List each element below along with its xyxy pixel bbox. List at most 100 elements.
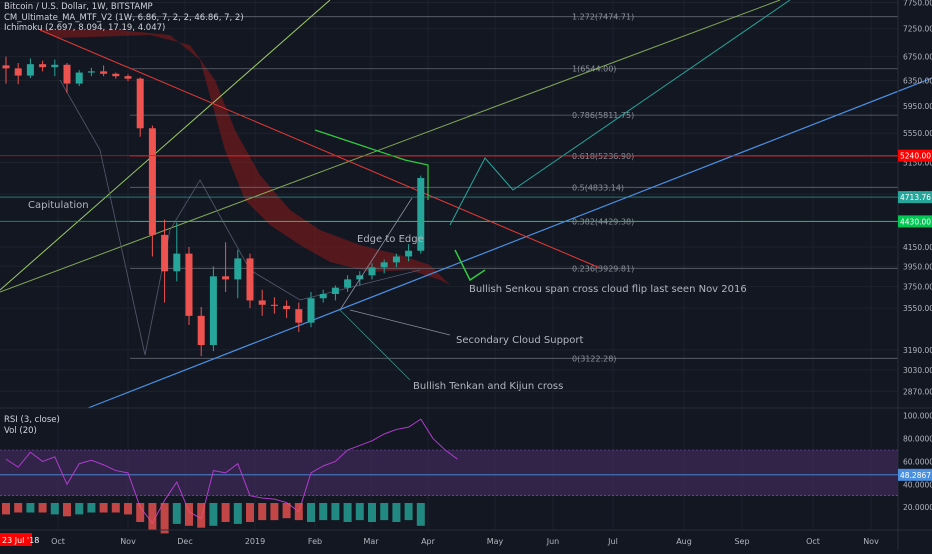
price-tick-label: 7750.00 [903, 0, 932, 8]
volume-bar [331, 503, 340, 521]
volume-bar [148, 503, 157, 530]
candle-body [112, 73, 120, 77]
candle-body [26, 64, 34, 76]
time-tick-label: Nov [120, 537, 136, 546]
price-label-text: 4430.00 [900, 217, 931, 226]
ichimoku-cloud-fill [40, 30, 450, 285]
volume-bar [14, 503, 23, 513]
candle-body [380, 262, 388, 268]
candle-body [75, 72, 83, 84]
rsi-line [5, 418, 458, 525]
ma-green-line [314, 129, 429, 200]
price-tick-label: 2870.00 [903, 387, 932, 396]
rsi-tick-label: 100.0000 [903, 412, 932, 421]
volume-bar [99, 503, 108, 513]
fib-label: 0.618(5236.90) [572, 152, 634, 161]
projection-green [454, 249, 486, 282]
candle-body [197, 315, 205, 346]
price-label-badge [898, 149, 932, 162]
price-tick-label: 4150.00 [903, 243, 932, 252]
candle-body [87, 71, 95, 73]
rsi-band [0, 450, 898, 496]
trend-line-channel [0, 0, 781, 293]
candle-body [136, 78, 144, 129]
grid-layer [0, 0, 898, 530]
time-axis: Oct Nov Dec 2019 Feb Mar Apr May Jun Jul Aug Sep Oct… [0, 529, 932, 546]
rsi-legend-line: RSI (3, close) [4, 415, 60, 425]
price-label-badge [898, 215, 932, 228]
time-tick-label: Oct [51, 537, 65, 546]
time-tick-label: Dec [177, 537, 192, 546]
time-tick-label: Mar [363, 537, 379, 546]
candle-body [270, 304, 278, 306]
candle-body [246, 258, 254, 301]
trend-line-upper [0, 0, 331, 291]
price-tick-label: 3190.00 [903, 346, 932, 355]
candle-body [161, 234, 169, 272]
price-label-text: 5240.00 [900, 152, 931, 161]
candle-body [295, 309, 303, 323]
volume-bar [136, 503, 145, 522]
price-label-badge [898, 191, 932, 204]
arrow-edge [339, 197, 413, 311]
time-tick-label: Apr [421, 537, 436, 546]
candle-body [124, 76, 132, 79]
volume-bar [270, 503, 279, 521]
legend: Bitcoin / U.S. Dollar, 1W, BITSTAMP CM_U… [4, 2, 244, 34]
arrow-cross [339, 309, 411, 381]
volume-bar [75, 503, 84, 515]
time-tick-label: Jun [546, 537, 560, 546]
candle-body [234, 258, 242, 280]
candle-body [2, 65, 10, 69]
candle-body [51, 64, 59, 68]
fib-label: 1.272(7474.71) [572, 13, 634, 22]
annotation-capitulation: Capitulation [28, 200, 89, 211]
fib-label: 0(3122.28) [572, 354, 616, 363]
volume-bar [111, 503, 120, 513]
rsi-tick-label: 40.0000 [903, 480, 932, 489]
date-badge-text: 23 Jul '18 [2, 536, 39, 545]
volume-bar [258, 503, 267, 521]
annotation-tenkan-kijun: Bullish Tenkan and Kijun cross [413, 381, 563, 392]
volume-bar [50, 503, 59, 515]
candle-body [368, 267, 376, 276]
candle-body [283, 305, 291, 310]
candle-body [63, 64, 71, 84]
volume-bar [63, 503, 71, 517]
rsi-tick-label: 80.0000 [903, 435, 932, 444]
volume-bar [124, 503, 132, 515]
fib-label: 0.786(5811.75) [572, 111, 634, 120]
price-tick-label: 3950.00 [903, 262, 932, 271]
vol-legend-line: Vol (20) [4, 425, 37, 436]
fib-label: 0.236(3929.81) [572, 264, 634, 273]
candle-body [331, 287, 339, 294]
annotations: Capitulation Edge to Edge Bullish Senkou… [28, 200, 747, 392]
candle-body [258, 300, 266, 305]
price-tick-label: 6350.00 [903, 76, 932, 85]
volume-bar [368, 503, 376, 522]
candle-body [392, 256, 400, 263]
rsi-legend: RSI (3, close) Vol (20) [4, 415, 60, 436]
volume-bar [38, 503, 47, 513]
candle-body [39, 64, 47, 68]
annotation-senkou: Bullish Senkou span cross cloud flip las… [469, 284, 747, 295]
candle-body [344, 279, 352, 288]
candles [2, 56, 425, 357]
rsi-panel: 100.0000 80.0000 60.0000 40.0000 20.0000 48.2… [0, 412, 932, 525]
candle-body [185, 253, 193, 316]
price-tick-label: 6750.00 [903, 53, 932, 62]
price-tick-label: 3550.00 [903, 304, 932, 313]
candle-body [222, 276, 230, 280]
fib-label: 0.382(4429.38) [572, 217, 634, 226]
volume-bar [172, 503, 181, 524]
candle-body [14, 68, 22, 76]
volume-bar [343, 503, 352, 522]
volume-bar [416, 503, 425, 526]
price-tick-label: 3030.00 [903, 366, 932, 375]
volume-bar [282, 503, 291, 519]
volume-bar [197, 503, 206, 528]
volume-bar [319, 503, 328, 521]
candle-body [209, 276, 217, 346]
